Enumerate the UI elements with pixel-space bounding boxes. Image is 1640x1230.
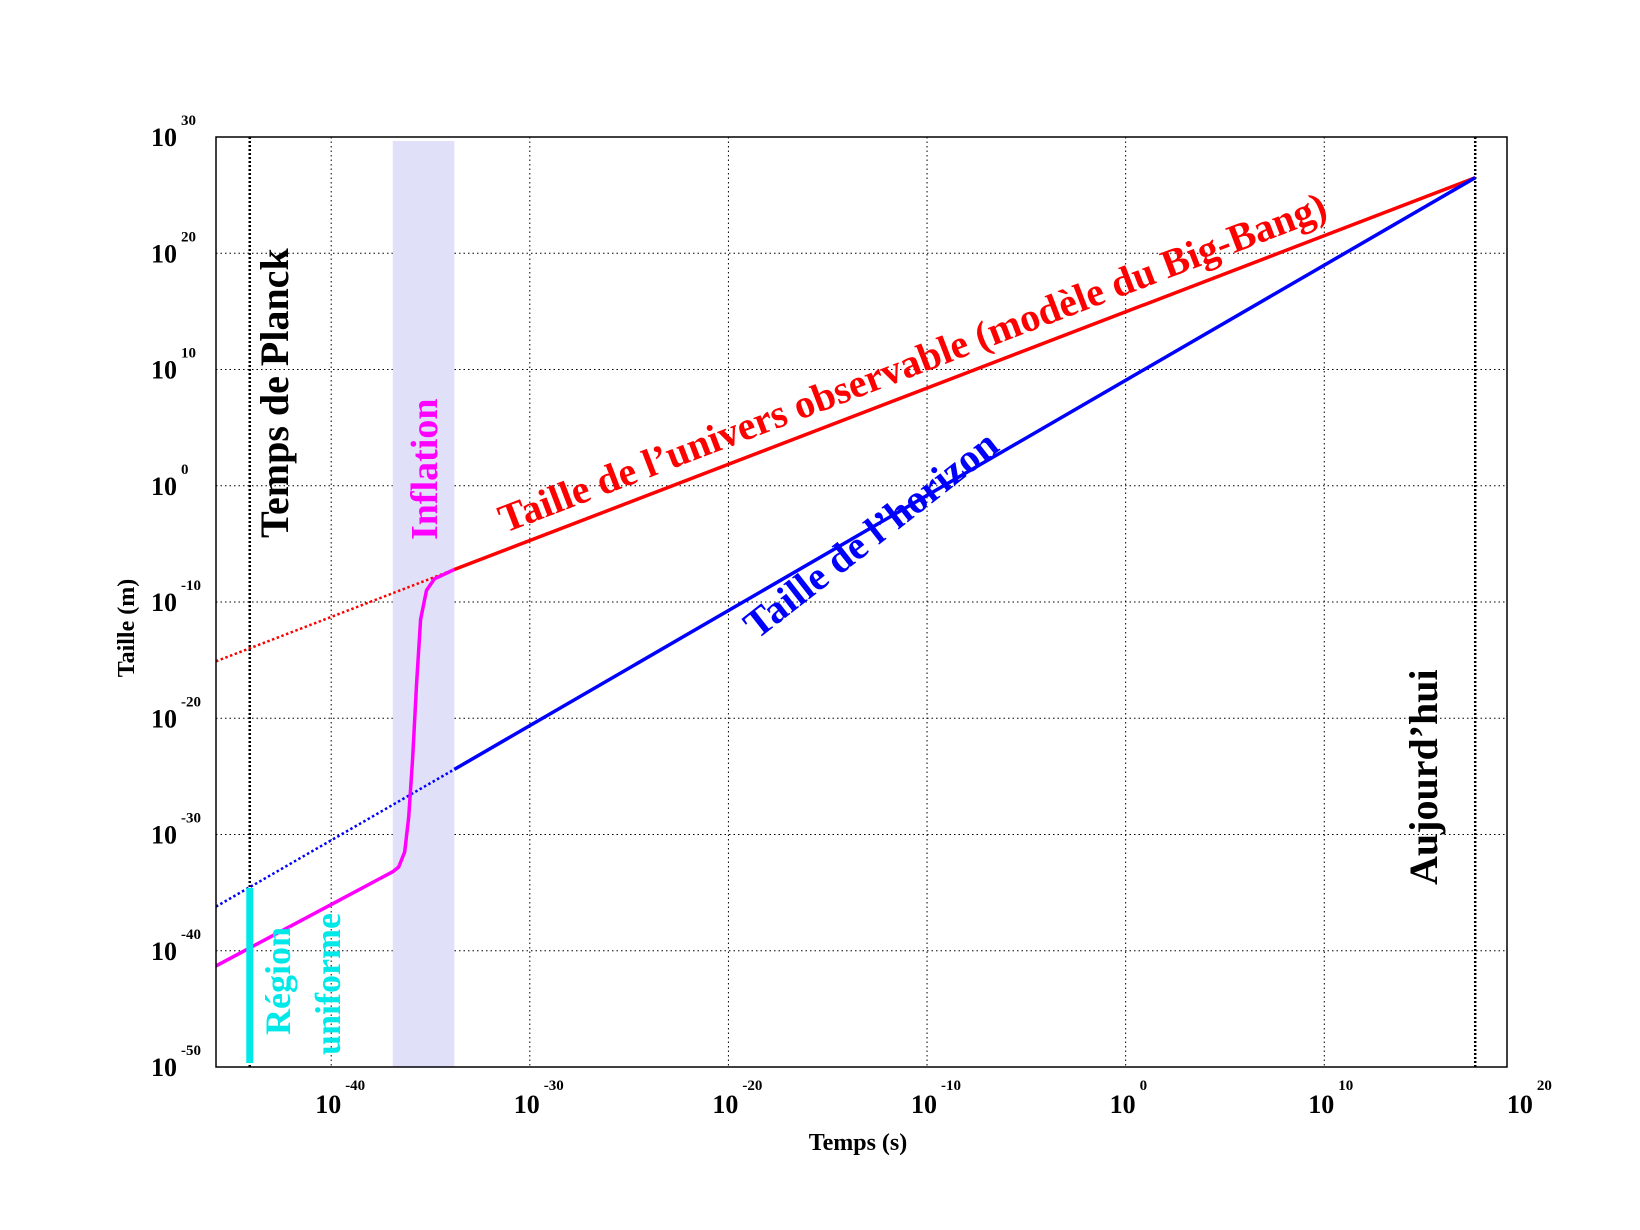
y-tick-exponent: -40 — [181, 927, 201, 943]
horizon-size-dotted-line — [215, 768, 455, 908]
x-tick-label: 100 — [1110, 1078, 1148, 1119]
y-tick-exponent: 0 — [181, 462, 189, 478]
y-tick-label: 100 — [151, 462, 189, 501]
x-tick-exponent: 0 — [1140, 1078, 1148, 1094]
x-tick-exponent: 10 — [1338, 1078, 1353, 1094]
x-tick-base: 10 — [1308, 1090, 1334, 1119]
y-tick-exponent: -30 — [181, 811, 201, 827]
y-tick-base: 10 — [151, 356, 177, 385]
y-tick-label: 10-10 — [151, 578, 201, 617]
x-tick-exponent: -30 — [544, 1078, 564, 1094]
y-tick-base: 10 — [151, 588, 177, 617]
y-tick-exponent: -50 — [181, 1043, 201, 1059]
y-axis-title: Taille (m) — [114, 579, 140, 677]
y-tick-exponent: 10 — [181, 346, 196, 362]
y-tick-label: 10-30 — [151, 811, 201, 850]
universe-size-line — [453, 176, 1476, 572]
y-tick-base: 10 — [151, 937, 177, 966]
y-tick-exponent: -10 — [181, 578, 201, 594]
horizon-size-line — [453, 176, 1477, 771]
series-lines — [215, 176, 1477, 968]
y-tick-base: 10 — [151, 123, 177, 152]
y-tick-exponent: 30 — [181, 113, 196, 129]
y-tick-exponent: 20 — [181, 229, 196, 245]
y-tick-base: 10 — [151, 704, 177, 733]
x-tick-base: 10 — [514, 1090, 540, 1119]
region-label-line1: Région — [258, 927, 298, 1035]
inflation-curve-line — [215, 567, 456, 968]
x-tick-exponent: 20 — [1537, 1078, 1552, 1094]
region-label-line2: uniforme — [308, 913, 348, 1055]
y-tick-exponent: -20 — [181, 694, 201, 710]
plot-frame — [215, 136, 1508, 1068]
y-tick-label: 10-50 — [151, 1043, 201, 1082]
x-tick-label: 10-10 — [911, 1078, 961, 1119]
x-tick-base: 10 — [315, 1090, 341, 1119]
x-tick-base: 10 — [712, 1090, 738, 1119]
y-tick-label: 10-40 — [151, 927, 201, 966]
inflation-label: Inflation — [404, 399, 446, 540]
x-tick-exponent: -20 — [742, 1078, 762, 1094]
y-tick-base: 10 — [151, 239, 177, 268]
today-label: Aujourd’hui — [1401, 669, 1446, 885]
y-tick-base: 10 — [151, 472, 177, 501]
x-tick-exponent: -40 — [345, 1078, 365, 1094]
x-axis-title: Temps (s) — [809, 1130, 907, 1156]
x-tick-label: 10-30 — [514, 1078, 564, 1119]
y-tick-base: 10 — [151, 1053, 177, 1082]
x-tick-base: 10 — [911, 1090, 937, 1119]
y-tick-label: 10-20 — [151, 694, 201, 733]
grid — [216, 137, 1507, 1067]
y-tick-base: 10 — [151, 821, 177, 850]
planck-time-label: Temps de Planck — [252, 248, 297, 538]
x-tick-base: 10 — [1507, 1090, 1533, 1119]
horizon-size-label: Taille de l’horizon — [735, 421, 1007, 647]
x-tick-label: 10-40 — [315, 1078, 365, 1119]
x-tick-exponent: -10 — [941, 1078, 961, 1094]
x-tick-label: 10-20 — [712, 1078, 762, 1119]
vertical-markers — [248, 137, 1477, 1067]
x-tick-base: 10 — [1110, 1090, 1136, 1119]
